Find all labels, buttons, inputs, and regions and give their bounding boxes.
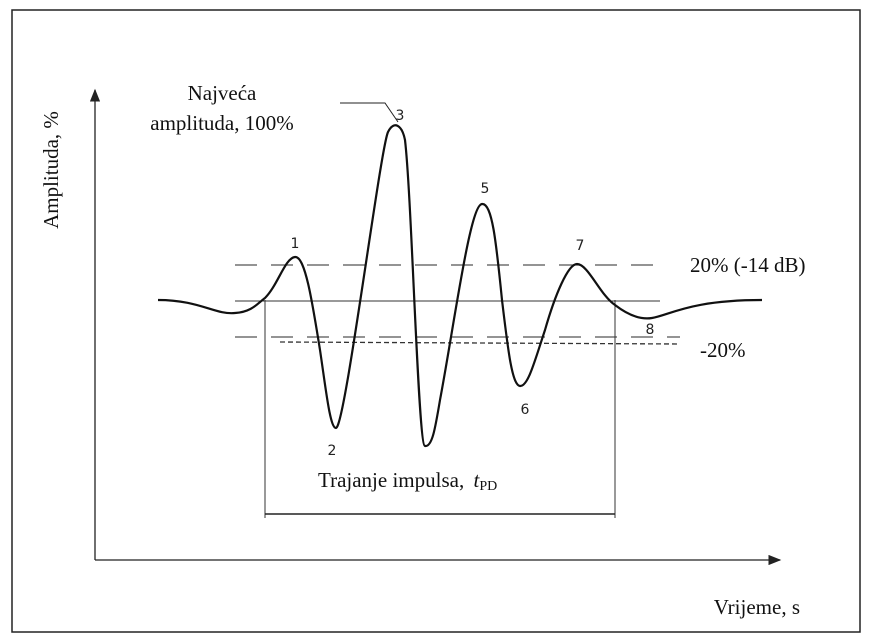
lower-threshold-dense — [279, 341, 681, 345]
point-label: 1 — [291, 236, 300, 252]
duration-text: Trajanje impulsa, — [318, 468, 464, 492]
point-label: 2 — [328, 443, 337, 459]
lower-label: -20% — [700, 338, 746, 362]
frame — [11, 9, 861, 633]
point-label: 3 — [396, 108, 405, 124]
pulse-waveform — [157, 124, 763, 448]
duration-label: Trajanje impulsa, tPD — [318, 468, 497, 494]
x-axis-label: Vrijeme, s — [714, 595, 800, 619]
point-label: 5 — [481, 181, 490, 197]
point-label: 8 — [646, 322, 655, 338]
duration-symbol: t — [473, 468, 480, 492]
peak-label: amplituda, 100% — [150, 111, 293, 135]
peak-label: Najveća — [188, 81, 257, 105]
y-axis-label: Amplituda, % — [39, 111, 63, 229]
upper-label: 20% (-14 dB) — [690, 253, 805, 277]
point-label: 7 — [576, 238, 585, 254]
peak-leader — [340, 102, 399, 123]
duration-subscript: PD — [479, 479, 497, 494]
point-label: 6 — [521, 402, 530, 418]
